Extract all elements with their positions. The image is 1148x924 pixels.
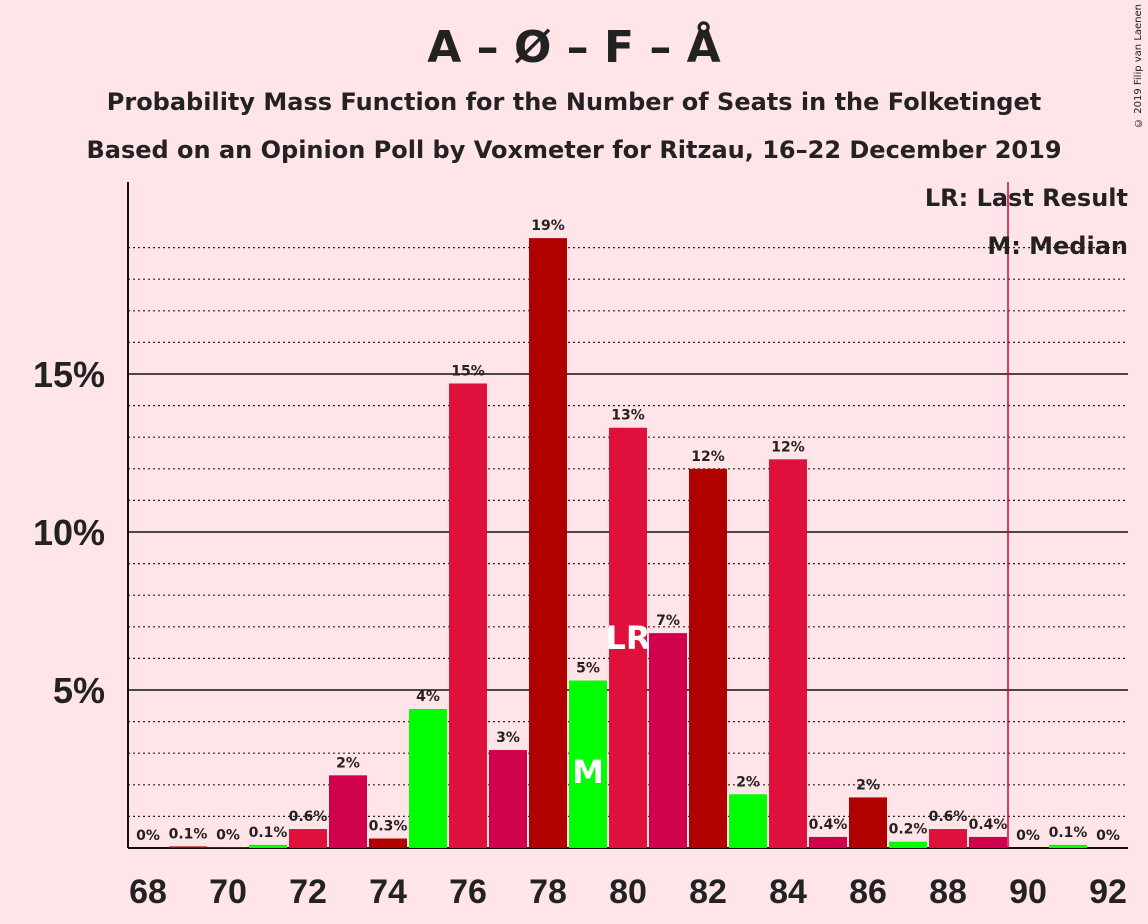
data-label: 0.1%: [1049, 825, 1088, 841]
bar-seats-84: [769, 459, 807, 848]
legend-last-result: LR: Last Result: [924, 184, 1128, 212]
x-tick-label: 84: [769, 873, 807, 911]
x-tick-label: 92: [1089, 873, 1127, 911]
bar-seats-87: [889, 841, 927, 848]
data-label: 19%: [531, 218, 565, 234]
data-label: 12%: [771, 439, 805, 455]
data-label: 15%: [451, 363, 485, 379]
chart-subtitle: Probability Mass Function for the Number…: [106, 88, 1042, 116]
bar-seats-83: [729, 794, 767, 848]
x-tick-label: 82: [689, 873, 727, 911]
x-tick-label: 72: [289, 873, 327, 911]
last-result-marker: LR: [605, 619, 650, 657]
bar-seats-89: [969, 836, 1007, 848]
bar-seats-80: [609, 427, 647, 848]
x-tick-label: 70: [209, 873, 247, 911]
x-tick-label: 90: [1009, 873, 1047, 911]
chart-subtitle-2: Based on an Opinion Poll by Voxmeter for…: [86, 136, 1062, 164]
bar-seats-88: [929, 829, 967, 848]
data-label: 3%: [496, 730, 520, 746]
bar-seats-79: [569, 680, 607, 848]
data-label: 0%: [1016, 828, 1040, 844]
x-tick-label: 68: [129, 873, 167, 911]
data-label: 0%: [216, 827, 240, 843]
data-label: 0.1%: [169, 826, 208, 842]
bar-seats-76: [449, 383, 487, 848]
bar-seats-81: [649, 633, 687, 848]
x-tick-label: 78: [529, 873, 567, 911]
bar-seats-70: [209, 847, 247, 848]
x-tick-label: 80: [609, 873, 647, 911]
bar-seats-86: [849, 797, 887, 848]
data-label: 0.4%: [969, 817, 1008, 833]
bar-seats-73: [329, 775, 367, 848]
data-label: 5%: [576, 661, 600, 677]
data-label: 2%: [336, 755, 360, 771]
bar-seats-85: [809, 836, 847, 848]
chart-title: A – Ø – F – Å: [427, 22, 721, 73]
bar-seats-69: [169, 846, 207, 848]
legend-median: M: Median: [987, 232, 1128, 260]
data-label: 0.3%: [369, 819, 408, 835]
x-tick-label: 76: [449, 873, 487, 911]
bar-seats-77: [489, 750, 527, 848]
data-label: 0%: [1096, 828, 1120, 844]
y-tick-label: 5%: [53, 670, 105, 711]
median-marker: M: [572, 753, 604, 791]
data-label: 12%: [691, 449, 725, 465]
bar-seats-91: [1049, 844, 1087, 848]
bar-seats-82: [689, 468, 727, 848]
data-label: 2%: [736, 774, 760, 790]
bar-seats-74: [369, 838, 407, 848]
x-tick-label: 74: [369, 873, 407, 911]
data-label: 2%: [856, 777, 880, 793]
y-tick-label: 15%: [33, 354, 105, 395]
data-label: 0.1%: [249, 825, 288, 841]
bar-seats-72: [289, 829, 327, 848]
x-tick-label: 88: [929, 873, 967, 911]
x-tick-label: 86: [849, 873, 887, 911]
data-label: 0.4%: [809, 817, 848, 833]
bar-seats-71: [249, 844, 287, 848]
bar-seats-75: [409, 708, 447, 848]
data-label: 0%: [136, 828, 160, 844]
bar-seats-78: [529, 238, 567, 848]
data-label: 0.6%: [929, 809, 968, 825]
data-label: 4%: [416, 689, 440, 705]
data-label: 0.6%: [289, 809, 328, 825]
data-label: 13%: [611, 408, 645, 424]
y-tick-label: 10%: [33, 512, 105, 553]
data-label: 7%: [656, 613, 680, 629]
data-label: 0.2%: [889, 822, 928, 838]
